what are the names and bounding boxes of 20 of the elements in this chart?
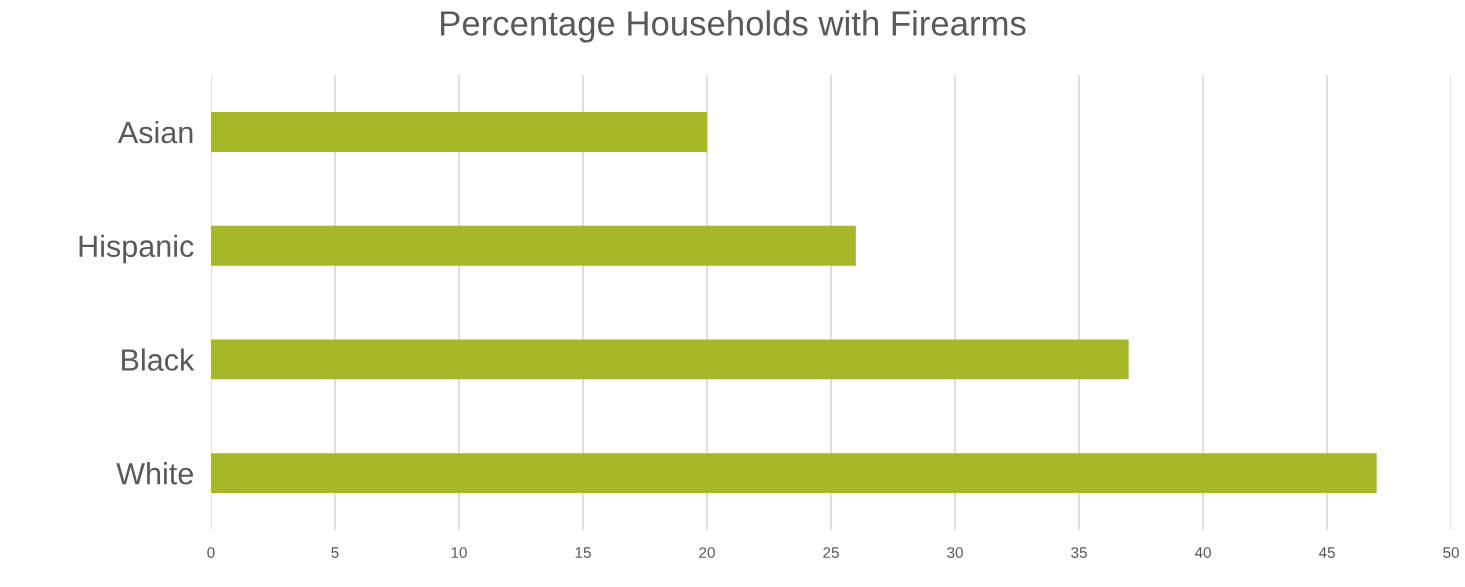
x-tick-label: 50	[1443, 547, 1459, 558]
x-tick-label: 15	[575, 547, 591, 558]
x-tick-label: 35	[1071, 547, 1087, 558]
bar	[210, 112, 708, 152]
x-tick-label: 0	[207, 547, 215, 558]
x-tick-label: 40	[1194, 547, 1211, 558]
bar	[210, 225, 856, 266]
bar	[210, 339, 1129, 380]
chart-title: Percentage Households with Firearms	[441, 10, 1026, 43]
x-tick-label: 30	[947, 547, 963, 558]
x-tick-label: 5	[331, 547, 339, 558]
y-tick-label: Hispanic	[79, 234, 194, 264]
y-tick-label: White	[116, 462, 193, 485]
x-tick-label: 10	[451, 547, 467, 558]
x-tick-label: 25	[823, 547, 839, 558]
x-tick-label: 20	[699, 547, 715, 558]
y-tick-label: Asian	[117, 120, 193, 144]
bar	[210, 453, 1377, 494]
x-tick-label: 45	[1318, 547, 1335, 558]
y-tick-label: Black	[122, 348, 195, 371]
